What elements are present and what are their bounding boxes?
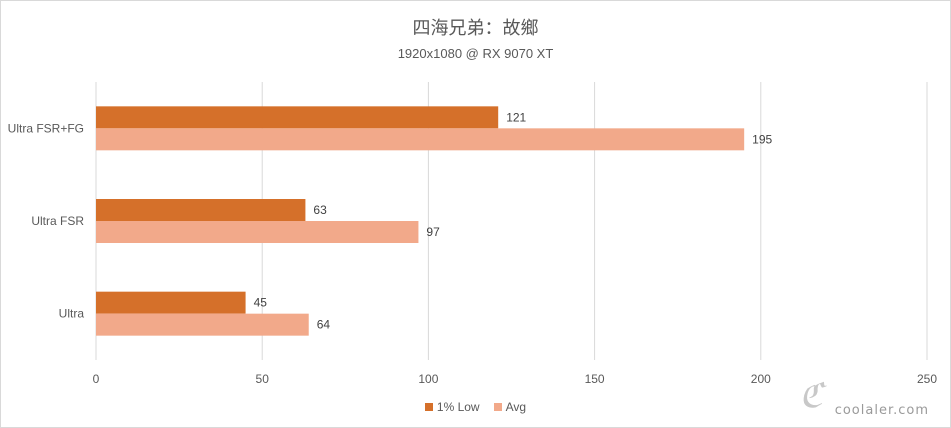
bar: [96, 106, 499, 129]
watermark-logo: ℭ: [799, 376, 823, 416]
category-label: Ultra: [59, 307, 85, 321]
bar: [96, 313, 309, 336]
x-tick-label: 250: [917, 372, 937, 386]
watermark-text: coolaler.com: [834, 403, 929, 418]
bar: [96, 199, 306, 221]
data-label: 97: [426, 225, 440, 239]
chart-legend: 1% Low Avg: [0, 400, 951, 414]
data-label: 195: [752, 132, 772, 146]
bar: [96, 291, 246, 314]
data-label: 121: [506, 110, 526, 124]
chart-subtitle: 1920x1080 @ RX 9070 XT: [397, 46, 554, 61]
data-label: 63: [313, 203, 327, 217]
bar: [96, 221, 419, 243]
data-label: 64: [317, 318, 331, 332]
chart-title: 四海兄弟：故鄉: [412, 18, 539, 39]
x-tick-label: 200: [751, 372, 771, 386]
legend-item-avg: Avg: [493, 400, 527, 414]
data-label: 45: [254, 296, 268, 310]
category-label: Ultra FSR+FG: [8, 121, 84, 135]
bar: [96, 128, 745, 151]
x-tick-label: 0: [93, 372, 100, 386]
x-tick-label: 150: [585, 372, 605, 386]
x-tick-label: 50: [256, 372, 270, 386]
x-tick-label: 100: [418, 372, 438, 386]
legend-item-1pct-low: 1% Low: [424, 400, 480, 414]
legend-swatch-avg: [493, 403, 502, 411]
category-label: Ultra FSR: [31, 214, 84, 228]
legend-swatch-1pct-low: [424, 403, 433, 411]
legend-label-avg: Avg: [505, 400, 527, 414]
legend-label-1pct-low: 1% Low: [436, 400, 480, 414]
